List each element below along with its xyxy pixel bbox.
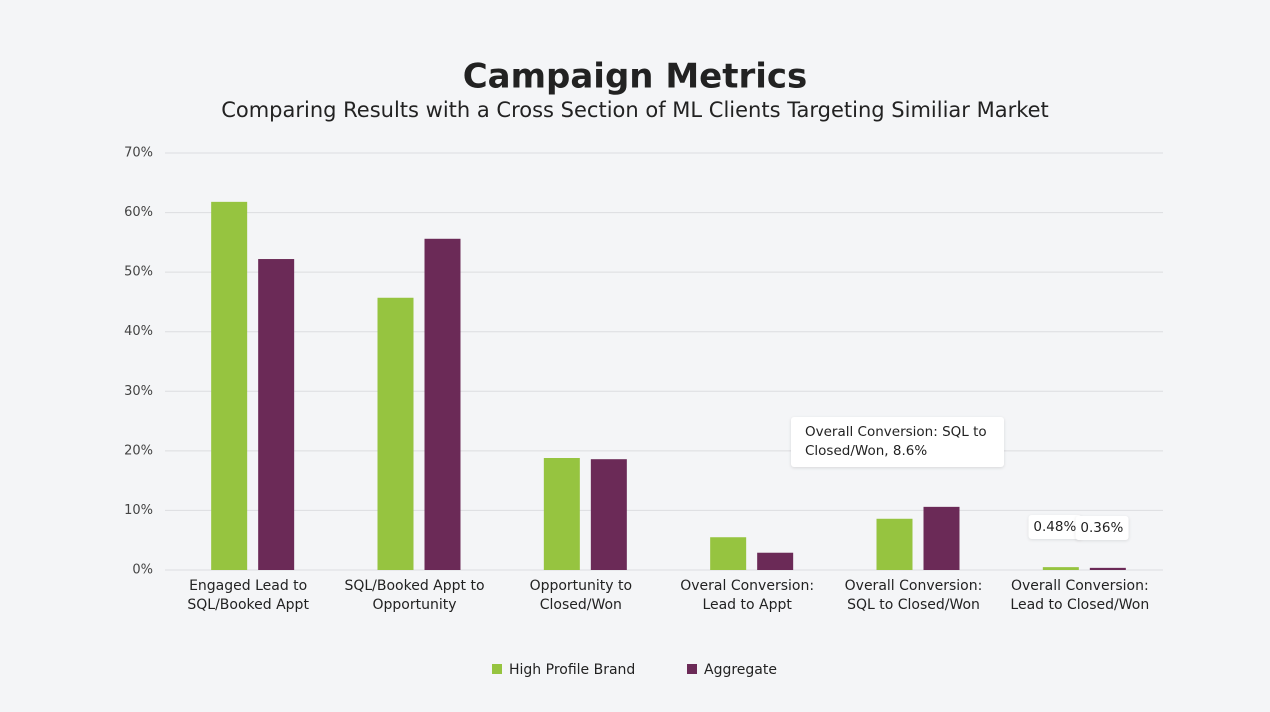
legend-label: Aggregate xyxy=(704,662,777,678)
data-label: 0.36% xyxy=(1075,515,1129,540)
y-tick-label: 30% xyxy=(124,384,153,399)
bar xyxy=(377,297,414,570)
legend-swatch xyxy=(492,664,502,674)
bar xyxy=(923,506,960,570)
y-tick-label: 10% xyxy=(124,503,153,518)
x-tick-label: Opportunity to Closed/Won xyxy=(529,578,633,613)
legend-label: High Profile Brand xyxy=(509,662,635,678)
bar xyxy=(710,537,747,570)
bar xyxy=(876,518,913,570)
chart-subtitle: Comparing Results with a Cross Section o… xyxy=(221,98,1049,122)
bar xyxy=(424,238,461,571)
y-tick-label: 60% xyxy=(124,205,153,220)
y-tick-label: 20% xyxy=(124,443,153,458)
x-tick-label: Engaged Lead to SQL/Booked Appt xyxy=(187,578,309,613)
x-tick-label: SQL/Booked Appt to Opportunity xyxy=(344,578,485,613)
bar xyxy=(543,458,580,570)
data-label: 0.48% xyxy=(1028,515,1082,540)
y-tick-label: 70% xyxy=(124,146,153,161)
x-tick-label: Overall Conversion: SQL to Closed/Won xyxy=(844,578,983,613)
y-tick-label: 0% xyxy=(132,563,153,578)
bar xyxy=(211,201,248,570)
y-tick-label: 40% xyxy=(124,324,153,339)
x-tick-label: Overall Conversion: Lead to Closed/Won xyxy=(1010,578,1150,613)
chart-title: Campaign Metrics xyxy=(463,57,808,97)
legend-swatch xyxy=(687,664,697,674)
bar xyxy=(258,259,295,570)
annotation: Overall Conversion: SQL to Closed/Won, 8… xyxy=(791,417,1004,467)
x-tick-label: Overal Conversion: Lead to Appt xyxy=(680,578,815,613)
bar xyxy=(1089,567,1126,570)
bar xyxy=(1042,567,1079,570)
y-tick-label: 50% xyxy=(124,265,153,280)
bar xyxy=(757,552,794,570)
bar xyxy=(590,459,627,570)
